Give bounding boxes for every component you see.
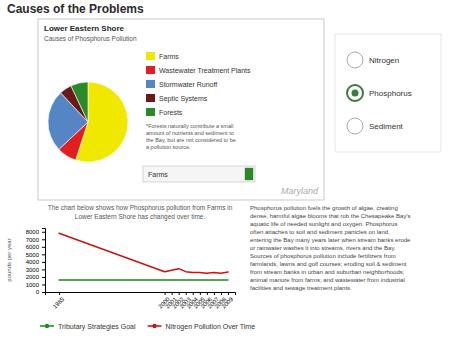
tick-mark bbox=[42, 292, 45, 293]
legend-label: Forests bbox=[159, 109, 183, 116]
tick-mark bbox=[200, 292, 201, 295]
x-tick: 2009 bbox=[221, 292, 235, 310]
tick-label: 2000 bbox=[26, 274, 40, 280]
layer-label: Nitrogen bbox=[369, 56, 399, 65]
tick-mark bbox=[42, 247, 45, 248]
layer-option-dot bbox=[352, 90, 359, 97]
dropdown bbox=[143, 166, 255, 182]
layer-label: Phosphorus bbox=[369, 89, 412, 98]
legend-swatch bbox=[146, 52, 155, 60]
tick-mark bbox=[165, 292, 166, 295]
title: Causes of the Problems bbox=[7, 2, 144, 16]
tick-mark bbox=[172, 292, 173, 295]
line-series bbox=[59, 279, 228, 281]
legend-swatch bbox=[146, 108, 155, 116]
tick-mark bbox=[42, 239, 45, 240]
tick-mark bbox=[42, 284, 45, 285]
tick-label: 1985 bbox=[52, 296, 66, 310]
tick-mark bbox=[179, 292, 180, 295]
layer-option bbox=[347, 118, 363, 134]
pie-slice bbox=[71, 82, 88, 122]
tick-mark bbox=[42, 269, 45, 270]
y-tick: 6000 bbox=[26, 244, 45, 250]
tick-label: 1000 bbox=[26, 282, 40, 288]
y-axis: 01000 20003000 40005000 60007000 8000 bbox=[26, 229, 46, 296]
pie bbox=[48, 82, 128, 162]
layer-option bbox=[347, 52, 363, 68]
y-tick: 2000 bbox=[26, 274, 45, 280]
legend-swatch-dot bbox=[152, 324, 156, 328]
tick-mark bbox=[193, 292, 194, 295]
legend-swatch bbox=[146, 94, 155, 102]
tick-label: 5000 bbox=[26, 252, 40, 258]
map-panel: Lower Eastern Shore Causes of Phosphorus … bbox=[38, 19, 324, 200]
line-title: The chart below shows how Phosphorus pol… bbox=[48, 204, 233, 212]
dropdown-button bbox=[245, 168, 253, 180]
y-tick: 8000 bbox=[26, 229, 45, 235]
tick-label: 0 bbox=[36, 289, 40, 295]
tick-mark bbox=[228, 292, 229, 295]
background bbox=[0, 0, 450, 338]
y-tick: 7000 bbox=[26, 237, 45, 243]
tick-label: 2009 bbox=[221, 296, 235, 310]
layer-panel: Nitrogen Phosphorus Sediment bbox=[335, 34, 441, 152]
y-tick: 4000 bbox=[26, 259, 45, 265]
chart-root: Causes of the Problems Lower Eastern Shor… bbox=[0, 0, 450, 338]
tick-mark bbox=[42, 262, 45, 263]
y-axis-title: pounds per year bbox=[6, 238, 12, 281]
legend-label: Wastewater Treatment Plants bbox=[159, 67, 251, 74]
tick-label: 7000 bbox=[26, 237, 40, 243]
tick-mark bbox=[42, 254, 45, 255]
tick-mark bbox=[221, 292, 222, 295]
dropdown-label: Farms bbox=[148, 171, 168, 178]
axis-line bbox=[42, 229, 46, 293]
line-subtitle: Lower Eastern Shore has changed over tim… bbox=[75, 213, 206, 221]
tick-label: 6000 bbox=[26, 244, 40, 250]
axis-line bbox=[46, 293, 236, 296]
pie-legend: Farms Wastewater Treatment Plants Stormwat… bbox=[146, 52, 251, 116]
legend-label: Farms bbox=[159, 53, 179, 60]
tick-label: 8000 bbox=[26, 229, 40, 235]
legend-swatch bbox=[146, 66, 155, 74]
tick-mark bbox=[214, 292, 215, 295]
legend-swatch-dot bbox=[45, 324, 49, 328]
tick-label: 3000 bbox=[26, 267, 40, 273]
tick-mark bbox=[186, 292, 187, 295]
layer-label: Sediment bbox=[369, 122, 404, 131]
line-series bbox=[59, 233, 228, 273]
body-text: Phosphorus pollution fuels the growth of… bbox=[250, 205, 411, 291]
tick-mark bbox=[42, 232, 45, 233]
tick-label: 4000 bbox=[26, 259, 40, 265]
y-tick: 0 bbox=[36, 289, 45, 295]
line-legend: Tributary Strategies Goal Nitrogen Pollut… bbox=[40, 323, 255, 331]
tick-mark bbox=[42, 277, 45, 278]
x-tick: 1985 bbox=[52, 292, 66, 310]
pie-subtitle: Causes of Phosphorus Pollution bbox=[44, 35, 137, 43]
legend-label: Tributary Strategies Goal bbox=[58, 323, 136, 331]
layer-option bbox=[347, 85, 363, 101]
layer-frame bbox=[335, 34, 441, 152]
map-label: Maryland bbox=[281, 186, 319, 196]
legend-swatch bbox=[146, 80, 155, 88]
y-tick: 3000 bbox=[26, 267, 45, 273]
pie-title: Lower Eastern Shore bbox=[44, 24, 125, 33]
tick-mark bbox=[207, 292, 208, 295]
pie-note: *Forests naturally contribute a smallamo… bbox=[146, 123, 236, 150]
legend-label: Nitrogen Pollution Over Time bbox=[166, 323, 256, 331]
panel-frame bbox=[38, 19, 324, 200]
legend-label: Stormwater Runoff bbox=[159, 81, 217, 88]
x-axis: 1985200020012002200320042005200620072008… bbox=[46, 292, 236, 310]
y-tick: 1000 bbox=[26, 282, 45, 288]
plot-area bbox=[59, 233, 228, 280]
tick-mark bbox=[59, 292, 60, 295]
legend-label: Septic Systems bbox=[159, 95, 208, 103]
y-tick: 5000 bbox=[26, 252, 45, 258]
